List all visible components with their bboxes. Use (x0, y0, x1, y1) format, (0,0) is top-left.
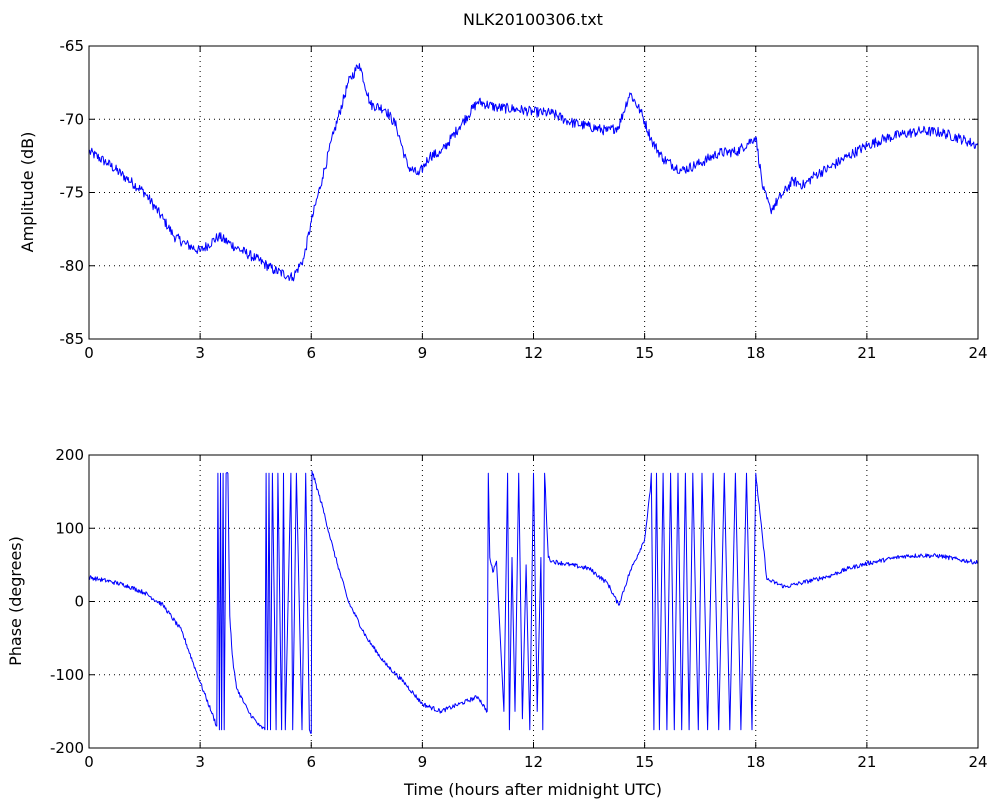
amplitude-x-tick-label: 12 (524, 344, 543, 362)
amplitude-x-tick-label: 18 (746, 344, 765, 362)
phase-y-tick-label: 100 (55, 519, 84, 537)
time-x-label: Time (hours after midnight UTC) (403, 780, 662, 799)
phase-plot (88, 470, 979, 734)
phase-x-tick-label: 3 (195, 753, 205, 771)
amplitude-y-tick-label: -80 (60, 257, 85, 275)
phase-x-tick-label: 0 (84, 753, 94, 771)
amplitude-x-tick-label: 15 (635, 344, 654, 362)
amplitude-series-line (88, 63, 979, 282)
chart-title: NLK20100306.txt (463, 10, 603, 29)
phase-x-tick-label: 6 (306, 753, 316, 771)
amplitude-y-tick-label: -75 (60, 184, 85, 202)
amplitude-x-tick-label: 9 (418, 344, 428, 362)
phase-y-tick-label: -200 (50, 739, 84, 757)
phase-x-tick-label: 24 (968, 753, 987, 771)
phase-x-tick-label: 9 (418, 753, 428, 771)
amplitude-x-tick-label: 21 (857, 344, 876, 362)
phase-x-tick-label: 18 (746, 753, 765, 771)
phase-series-line (88, 470, 979, 734)
phase-y-tick-label: 200 (55, 446, 84, 464)
amplitude-x-tick-label: 6 (306, 344, 316, 362)
phase-x-tick-label: 15 (635, 753, 654, 771)
amplitude-x-tick-label: 3 (195, 344, 205, 362)
amplitude-y-tick-label: -65 (60, 37, 85, 55)
phase-x-tick-label: 12 (524, 753, 543, 771)
phase-y-tick-label: -100 (50, 666, 84, 684)
amplitude-x-tick-label: 0 (84, 344, 94, 362)
amplitude-x-tick-label: 24 (968, 344, 987, 362)
phase-y-label: Phase (degrees) (6, 536, 25, 666)
amplitude-y-tick-label: -85 (60, 330, 85, 348)
amplitude-y-tick-label: -70 (60, 110, 85, 128)
amplitude-plot (88, 63, 979, 282)
amplitude-y-label: Amplitude (dB) (18, 132, 37, 253)
phase-y-tick-label: 0 (74, 593, 84, 611)
phase-x-tick-label: 21 (857, 753, 876, 771)
